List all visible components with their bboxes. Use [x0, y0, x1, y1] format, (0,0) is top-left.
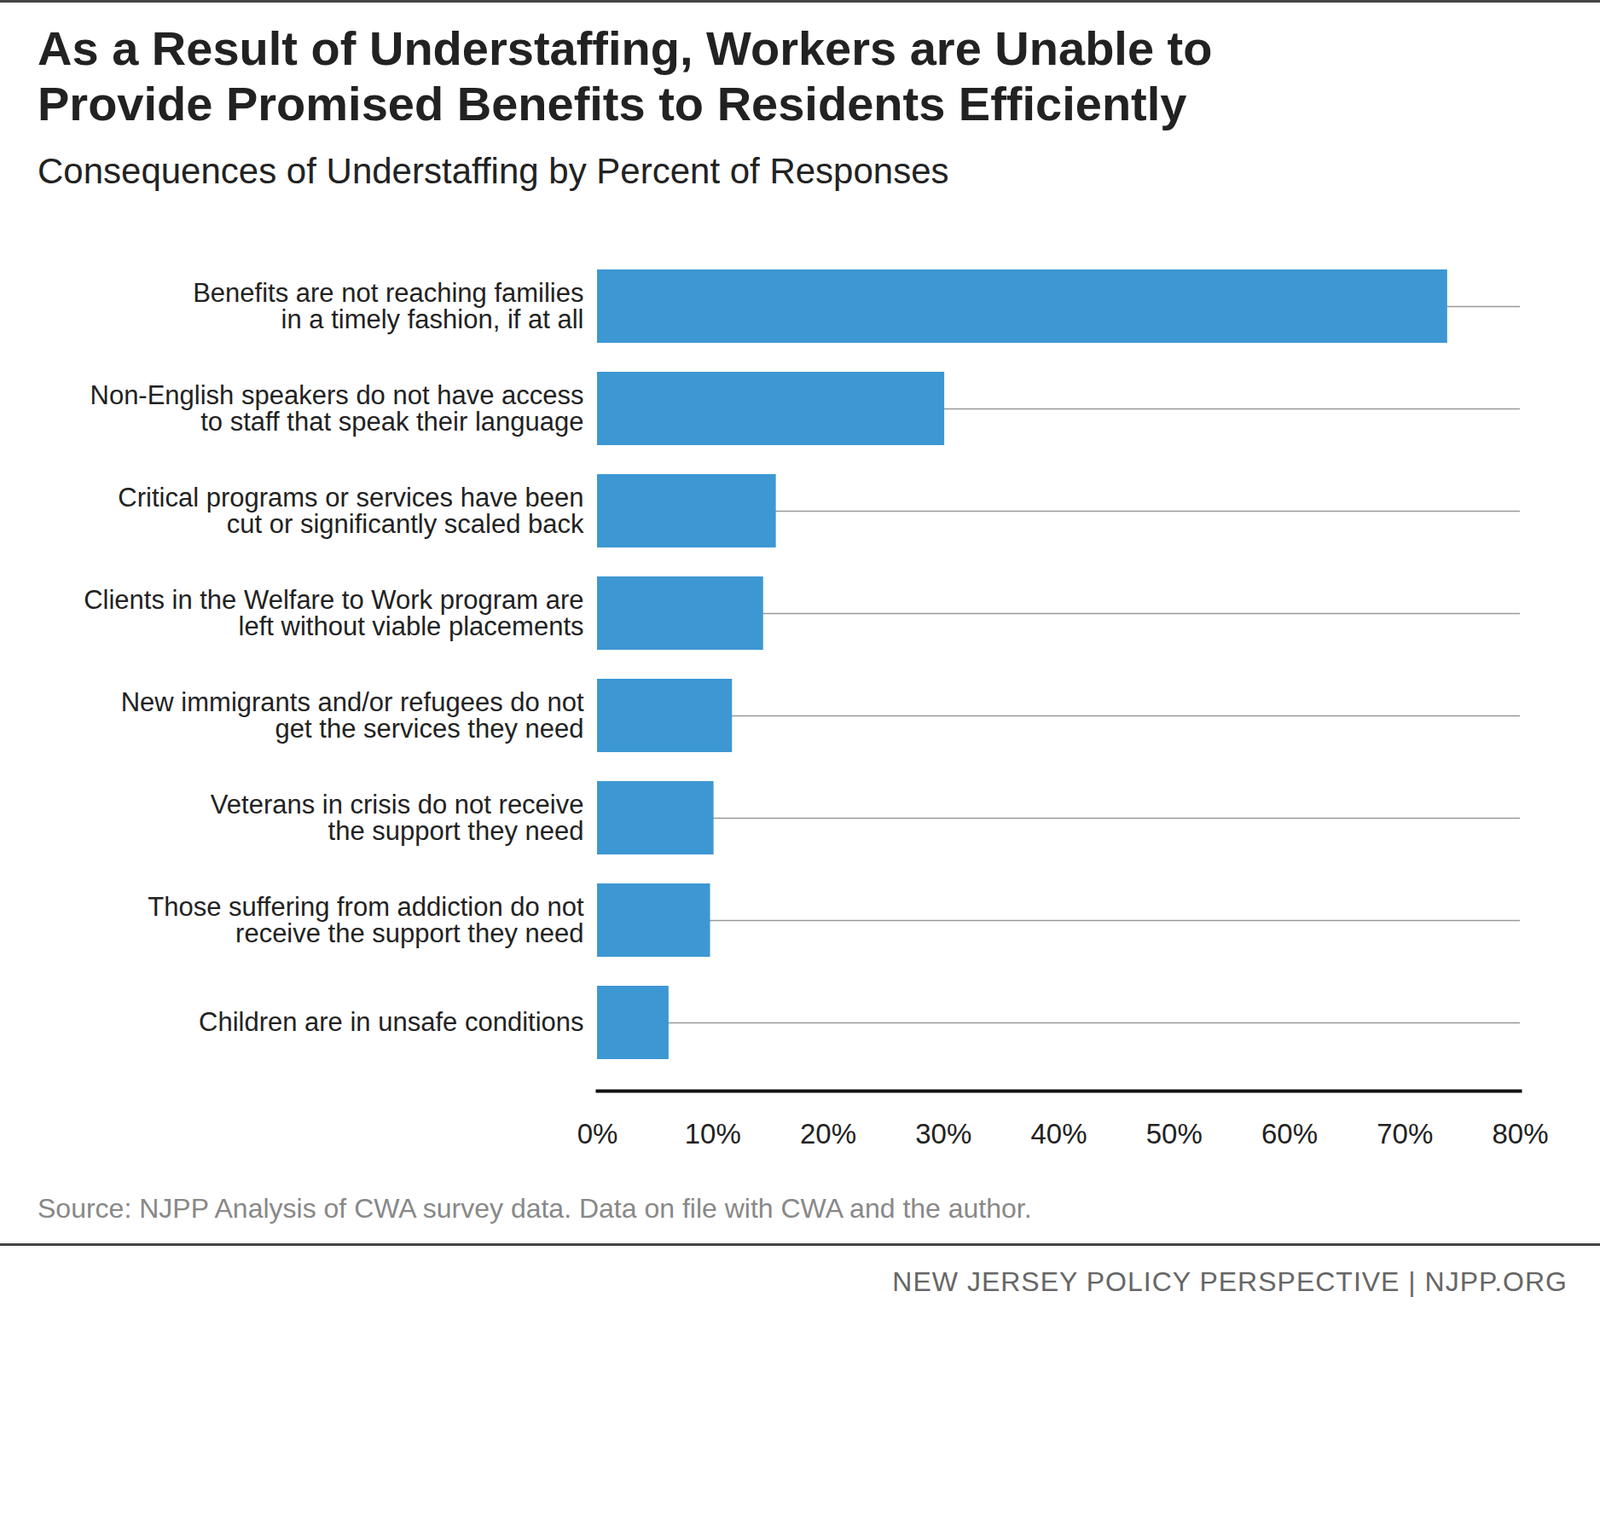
svg-text:30%: 30% [915, 1118, 972, 1150]
html-text:As a Result of Understaffing,: As a Result of Understaffing, Workers ar… [37, 21, 1213, 131]
svg-text:Benefits are not reaching fami: Benefits are not reaching familiesin a t… [192, 278, 584, 335]
svg-text:0%: 0% [577, 1118, 619, 1150]
svg-text:10%: 10% [684, 1118, 742, 1150]
svg-text:40%: 40% [1030, 1118, 1087, 1150]
svg-text:60%: 60% [1261, 1118, 1318, 1150]
svg-text:New immigrants and/or refugees: New immigrants and/or refugees do notget… [121, 687, 585, 744]
svg-text:80%: 80% [1491, 1118, 1548, 1150]
svg-text:Critical programs or services: Critical programs or services have beenc… [117, 482, 585, 540]
svg-text:Non-English speakers do not ha: Non-English speakers do not have accesst… [90, 380, 585, 437]
html-text:Source: NJPP Analysis of CWA s: Source: NJPP Analysis of CWA survey data… [37, 1193, 1032, 1224]
svg-text:Those suffering from addiction: Those suffering from addiction do notrec… [147, 892, 585, 949]
svg-text:20%: 20% [800, 1118, 857, 1150]
svg-text:Veterans in crisis do not rece: Veterans in crisis do not receivethe sup… [210, 789, 585, 847]
html-text:Consequences of Understaffing: Consequences of Understaffing by Percent… [37, 150, 949, 191]
svg-text:Children are in unsafe conditi: Children are in unsafe conditions [198, 1007, 585, 1038]
svg-text:Clients in the Welfare to Work: Clients in the Welfare to Work program a… [83, 585, 584, 642]
svg-text:50%: 50% [1146, 1118, 1203, 1150]
svg-text:70%: 70% [1376, 1118, 1433, 1150]
html-text:NEW JERSEY POLICY PERSPECTIVE: NEW JERSEY POLICY PERSPECTIVE | NJPP.ORG [892, 1266, 1568, 1298]
